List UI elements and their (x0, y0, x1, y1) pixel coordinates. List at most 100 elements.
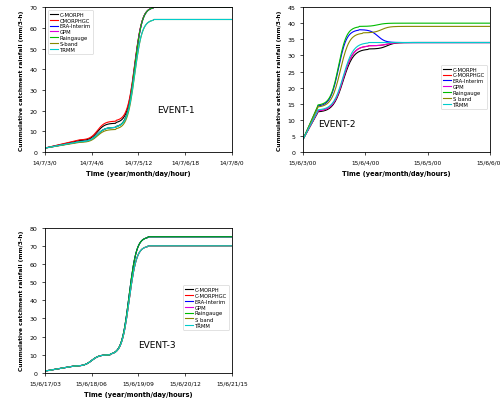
GPM (214, 6, 220, 10)
Line: C-MORPH: C-MORPH (303, 43, 490, 140)
GPM (50, 367, 56, 372)
Raingauge (92, 356, 98, 361)
C-MORPH (478, 41, 484, 46)
ERA-Interim (229, 235, 235, 239)
Text: EVENT-2: EVENT-2 (318, 120, 356, 129)
ERA-Interim (220, 6, 226, 10)
C-MORPHGC (312, 116, 318, 121)
Raingauge (214, 235, 220, 239)
S_band (472, 25, 478, 30)
X-axis label: Time (year/month/day/hours): Time (year/month/day/hours) (342, 171, 451, 177)
GPM (50, 145, 56, 150)
Raingauge (394, 22, 400, 26)
ERA-Interim (472, 41, 478, 46)
Line: Raingauge: Raingauge (303, 24, 490, 140)
TRMM (42, 369, 48, 373)
GPM (54, 144, 60, 149)
S-band (54, 144, 60, 149)
Raingauge (146, 235, 152, 239)
Raingauge (50, 367, 56, 372)
ERA-Interim (487, 41, 493, 46)
ERA-Interim (42, 146, 48, 151)
CMORPHGC (92, 132, 98, 137)
TRMM (92, 356, 98, 361)
TRMM (50, 145, 56, 150)
TRMM (146, 244, 152, 249)
TRMM (312, 116, 318, 121)
GPM (54, 367, 60, 372)
TRMM (42, 146, 48, 151)
Line: S-band: S-band (45, 20, 232, 149)
ERA-Interim (220, 235, 226, 239)
Raingauge (220, 6, 226, 10)
GPM (92, 135, 98, 140)
C-MORPH (54, 144, 60, 149)
Line: ERA-Interim: ERA-Interim (45, 237, 232, 371)
Y-axis label: Cummulative catchment rainfall (mm/3-h): Cummulative catchment rainfall (mm/3-h) (19, 10, 24, 150)
ERA-Interim (350, 30, 356, 35)
GPM (487, 41, 493, 46)
C-MORPH (308, 124, 314, 129)
TRMM (50, 367, 56, 372)
S-band (220, 18, 226, 23)
S_band (146, 244, 152, 249)
Raingauge (487, 22, 493, 26)
ERA-Interim (214, 235, 220, 239)
ERA-Interim (229, 6, 235, 10)
ERA-Interim (478, 41, 484, 46)
C-MORPHGC (487, 41, 493, 46)
S-band (151, 18, 157, 23)
TRMM (478, 41, 484, 46)
C-MORPH (77, 139, 83, 144)
Y-axis label: Cummulative catchment rainfall (mm/3-h): Cummulative catchment rainfall (mm/3-h) (19, 231, 24, 371)
C-MORPHGC (92, 356, 98, 361)
GPM (214, 244, 220, 249)
C-MORPH (312, 117, 318, 122)
TRMM (350, 50, 356, 55)
ERA-Interim (214, 6, 220, 10)
Line: ERA-Interim: ERA-Interim (303, 30, 490, 140)
Line: C-MORPH: C-MORPH (45, 8, 232, 149)
ERA-Interim (151, 6, 157, 10)
Line: C-MORPHGC: C-MORPHGC (45, 246, 232, 371)
ERA-Interim (312, 113, 318, 117)
Line: TRMM: TRMM (45, 246, 232, 371)
S_band (312, 113, 318, 118)
Line: S_band: S_band (303, 27, 490, 140)
GPM (220, 6, 226, 10)
GPM (92, 356, 98, 361)
S-band (229, 18, 235, 23)
ERA-Interim (50, 145, 56, 150)
TRMM (487, 41, 493, 46)
Raingauge (214, 6, 220, 10)
Raingauge (151, 6, 157, 10)
GPM (42, 369, 48, 373)
X-axis label: Time (year/month/day/hours): Time (year/month/day/hours) (84, 391, 193, 397)
TRMM (54, 367, 60, 372)
TRMM (229, 244, 235, 249)
C-MORPH (404, 41, 409, 46)
ERA-Interim (146, 235, 152, 239)
Raingauge (478, 22, 484, 26)
Legend: C-MORPH, CMORPHGC, ERA-Interim, GPM, Raingauge, S-band, TRMM: C-MORPH, CMORPHGC, ERA-Interim, GPM, Rai… (48, 11, 93, 55)
GPM (300, 138, 306, 142)
S_band (220, 244, 226, 249)
GPM (472, 41, 478, 46)
Y-axis label: Cummulative catchment rainfall (mm/3-h): Cummulative catchment rainfall (mm/3-h) (277, 10, 282, 150)
GPM (308, 124, 314, 128)
C-MORPHGC (229, 244, 235, 249)
S_band (487, 25, 493, 30)
S_band (335, 79, 341, 84)
GPM (77, 363, 83, 368)
S_band (54, 367, 60, 372)
S_band (214, 244, 220, 249)
Raingauge (308, 121, 314, 126)
Raingauge (77, 363, 83, 368)
C-MORPH (42, 146, 48, 151)
S-band (42, 146, 48, 151)
TRMM (77, 363, 83, 368)
C-MORPH (229, 235, 235, 239)
GPM (350, 53, 356, 57)
Text: EVENT-1: EVENT-1 (157, 105, 195, 114)
CMORPHGC (42, 146, 48, 151)
